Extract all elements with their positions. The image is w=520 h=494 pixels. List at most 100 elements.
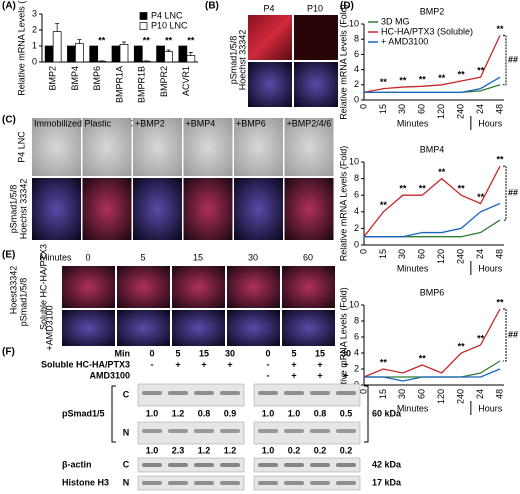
band	[310, 429, 330, 433]
band	[310, 463, 330, 467]
band	[220, 429, 240, 433]
column-header: 5	[140, 252, 145, 262]
column-header: Plastic	[85, 118, 112, 128]
y-tick-label: 6	[354, 190, 359, 200]
significance: **	[380, 77, 388, 87]
y-tick-label: 6	[354, 49, 359, 59]
micrograph	[248, 15, 292, 60]
quantification: 1.0	[146, 408, 159, 418]
significance: **	[496, 24, 504, 34]
band	[310, 481, 330, 485]
significance: **	[419, 75, 427, 85]
micrograph	[282, 310, 335, 346]
micrograph	[133, 178, 182, 240]
bar	[178, 45, 188, 63]
y-tick-label: 0	[32, 56, 37, 66]
row-label: P4 LNC	[16, 131, 26, 163]
quantification: 0.2	[340, 445, 353, 455]
column-header: +BMP6	[236, 118, 266, 128]
bar	[52, 31, 62, 63]
quantification: 1.2	[172, 408, 185, 418]
kda-label: 42 kDa	[372, 459, 402, 469]
quantification: 1.2	[224, 445, 237, 455]
band	[168, 391, 188, 395]
loading-label: β-actin	[62, 459, 92, 469]
chart-title: BMP4	[420, 144, 445, 154]
micrograph	[32, 118, 81, 176]
lane-label: +	[291, 370, 296, 380]
chart-title: BMP6	[420, 287, 445, 297]
y-tick-label: 2	[354, 363, 359, 373]
blot	[137, 421, 245, 445]
compartment-label: C	[123, 459, 130, 469]
band	[194, 463, 214, 467]
y-tick-label: 1	[32, 40, 37, 50]
micrograph	[133, 118, 182, 176]
row-label: Hoechst 33342	[18, 179, 28, 240]
quantification: 0.8	[314, 408, 327, 418]
panel-label: (D)	[340, 1, 354, 12]
legend-swatch	[139, 12, 148, 20]
significance: **	[458, 184, 466, 194]
significance: **	[165, 35, 173, 45]
x-tick-label: 120	[436, 104, 446, 119]
y-axis-label: Relative mRNA Levels (Fold)	[338, 146, 348, 262]
x-group-label: Hours	[478, 263, 503, 273]
bar	[89, 45, 99, 63]
significance: **	[143, 35, 151, 45]
significance: **	[380, 357, 388, 367]
micrograph	[32, 178, 81, 240]
bracket	[364, 385, 369, 443]
x-tick-label: BMPR1B	[137, 66, 147, 103]
significance: **	[477, 333, 485, 343]
line-series	[363, 165, 501, 238]
band	[168, 429, 188, 433]
legend-label: P4 LNC	[151, 10, 183, 20]
row-header: Soluble HC-HA/PTX3	[41, 359, 130, 369]
x-tick-label: 0	[358, 104, 368, 109]
column-header: 0	[85, 252, 90, 262]
bracket-label: ##	[508, 54, 518, 64]
line-series	[363, 35, 501, 94]
quantification: 0.8	[198, 408, 211, 418]
x-tick-label: 120	[436, 249, 446, 264]
quantification: 1.0	[262, 445, 275, 455]
blot	[253, 421, 361, 445]
lane-label: -	[267, 359, 270, 369]
row-header: Min	[115, 348, 131, 358]
kda-label: 17 kDa	[372, 477, 402, 487]
lane-label: 30	[341, 348, 351, 358]
row-header: AMD3100	[89, 370, 130, 380]
y-tick-label: 0	[354, 94, 359, 104]
lane-label: +	[227, 359, 232, 369]
line-series	[364, 202, 501, 238]
lane-label: +	[317, 359, 322, 369]
column-header: P4	[263, 3, 274, 13]
lane-label: +	[343, 370, 348, 380]
significance: **	[187, 35, 195, 45]
significance: **	[399, 75, 407, 85]
y-tick-label: 4	[354, 64, 359, 74]
x-tick-label: 15	[378, 104, 388, 114]
x-tick-label: 48	[494, 389, 504, 399]
lane-label: +	[201, 359, 206, 369]
micrograph	[183, 118, 233, 176]
target-label: pSmad1/5	[62, 408, 105, 418]
band	[258, 391, 278, 395]
lane-label: 30	[225, 348, 235, 358]
band	[284, 391, 304, 395]
y-tick-label: 4	[354, 347, 359, 357]
bracket	[111, 385, 116, 443]
blot	[137, 383, 245, 407]
y-tick-label: 2	[354, 79, 359, 89]
legend-label: HC-HA/PTX3 (Soluble)	[381, 26, 473, 36]
compartment-label: N	[123, 477, 130, 487]
blot	[253, 457, 361, 473]
x-group-label: Minutes	[397, 118, 429, 128]
lane-label: 0	[265, 348, 270, 358]
kda-label: 60 kDa	[372, 408, 402, 418]
x-tick-label: 48	[494, 249, 504, 259]
column-header: 60	[303, 252, 313, 262]
legend-swatch	[139, 22, 148, 30]
lane-label: +	[343, 359, 348, 369]
